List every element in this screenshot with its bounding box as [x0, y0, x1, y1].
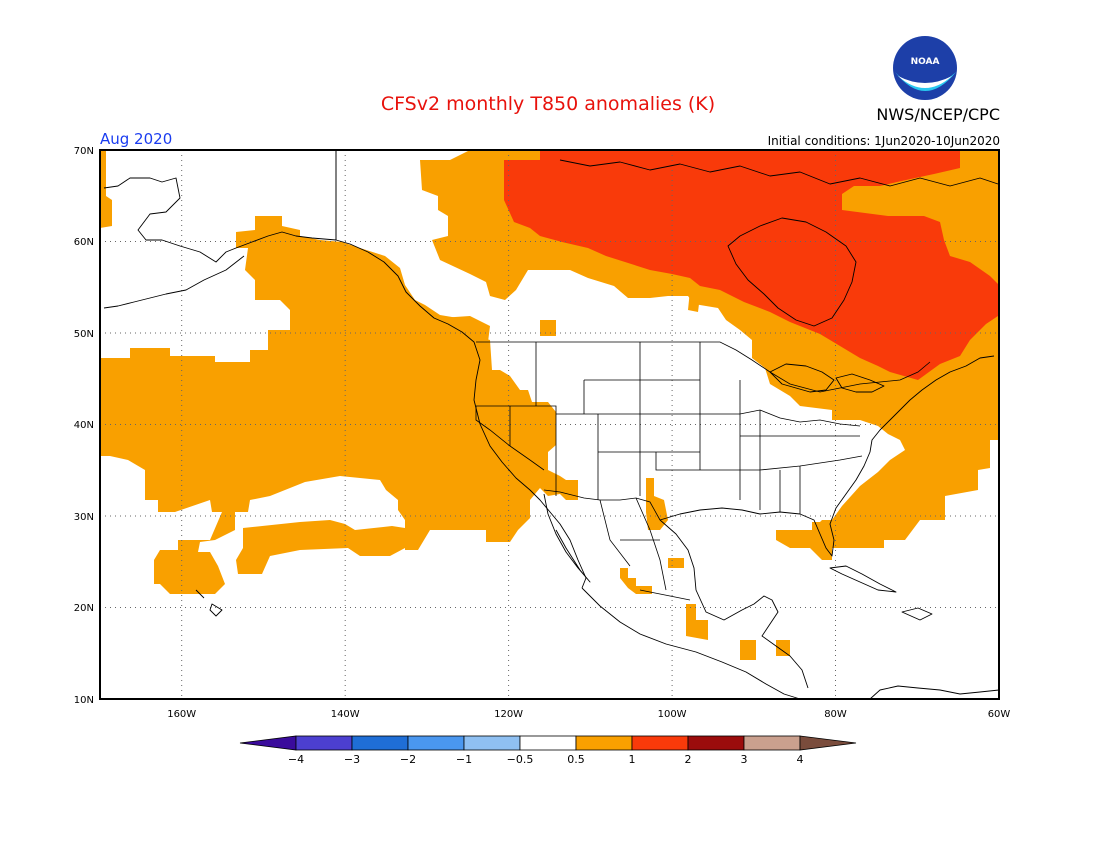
- coastline-arctic: [559, 159, 999, 187]
- orange-region-central-america: [740, 640, 756, 660]
- orange-region-bc-coast: [440, 316, 490, 342]
- lat-label-50n: 50N: [74, 329, 94, 340]
- colorbar-swatch: [687, 735, 745, 751]
- coastline-hawaii: [195, 589, 223, 617]
- colorbar-swatch: [743, 735, 801, 751]
- coastline-hudson-bay: [727, 217, 857, 327]
- lon-label-140w: 140W: [331, 709, 360, 720]
- coastline-hispaniola: [901, 607, 933, 621]
- colorbar-swatch: [631, 735, 689, 751]
- mexico-state-lines: [599, 497, 691, 601]
- orange-region-mexico-c: [686, 604, 708, 640]
- orange-region-mexico-a: [668, 558, 684, 568]
- lat-label-10n: 10N: [74, 695, 94, 706]
- lon-label-80w: 80W: [824, 709, 847, 720]
- colorbar-tick-label: −0.5: [507, 753, 534, 766]
- colorbar-arrow-max: [799, 735, 857, 751]
- coastline-cuba: [829, 565, 897, 593]
- colorbar-swatch: [575, 735, 633, 751]
- coastline-us-gulf: [659, 355, 995, 557]
- orange-region-great-lakes: [688, 290, 700, 312]
- lat-label-40n: 40N: [74, 420, 94, 431]
- colorbar-tick-label: 0.5: [567, 753, 585, 766]
- agency-label: NWS/NCEP/CPC: [876, 105, 1000, 124]
- orange-region-central-america-b: [776, 640, 790, 656]
- coastline-mexico: [581, 587, 801, 700]
- red-region-canada: [504, 150, 998, 380]
- orange-region-mexico-b: [620, 568, 652, 594]
- valid-month-label: Aug 2020: [100, 130, 172, 148]
- orange-region-montana: [540, 320, 556, 336]
- colorbar-tick-label: 4: [797, 753, 804, 766]
- colorbar-tick-label: −1: [456, 753, 472, 766]
- us-state-lines: [475, 342, 863, 514]
- map-title: CFSv2 monthly T850 anomalies (K): [381, 93, 715, 115]
- lat-label-60n: 60N: [74, 237, 94, 248]
- orange-region-texas: [646, 478, 668, 530]
- border-us-mexico: [543, 489, 661, 521]
- orange-region-pacific: [100, 216, 578, 594]
- colorbar-swatch: [295, 735, 353, 751]
- lat-label-30n: 30N: [74, 512, 94, 523]
- latitude-labels: 70N 60N 50N 40N 30N 20N 10N: [74, 146, 94, 706]
- orange-region-northwest-coast: [100, 150, 112, 228]
- colorbar-arrow-min: [239, 735, 297, 751]
- coastline-baja: [543, 493, 591, 583]
- border-us-canada: [476, 341, 931, 393]
- map-panel: [99, 149, 1000, 700]
- colorbar-swatch: [407, 735, 465, 751]
- map-frame: [99, 149, 1000, 700]
- colorbar-tick-label: 3: [741, 753, 748, 766]
- lon-label-160w: 160W: [167, 709, 196, 720]
- colorbar-tick-label: −3: [344, 753, 360, 766]
- colorbar: −4 −3 −2 −1 −0.5 0.5 1 2 3 4: [239, 735, 857, 766]
- noaa-logo-text: NOAA: [911, 57, 940, 67]
- colorbar-swatch: [519, 735, 577, 751]
- coastline-south-america: [869, 685, 1000, 700]
- orange-region-pacific-south: [236, 520, 405, 574]
- coastline-bc: [335, 239, 587, 589]
- initial-conditions-label: Initial conditions: 1Jun2020-10Jun2020: [768, 134, 1000, 148]
- colorbar-tick-label: 1: [629, 753, 636, 766]
- coastline-aleutians: [103, 255, 245, 309]
- noaa-logo: NOAA: [893, 36, 957, 100]
- colorbar-swatch: [351, 735, 409, 751]
- lon-label-100w: 100W: [658, 709, 687, 720]
- orange-region-florida: [812, 522, 832, 548]
- lon-label-60w: 60W: [988, 709, 1011, 720]
- anomaly-shading-red: [504, 150, 998, 380]
- lon-label-120w: 120W: [494, 709, 523, 720]
- longitude-labels: 160W 140W 120W 100W 80W 60W: [167, 709, 1010, 720]
- colorbar-tick-label: −2: [400, 753, 416, 766]
- political-borders: [335, 150, 931, 601]
- coastline-great-lakes: [769, 363, 885, 393]
- coastlines: [103, 150, 1000, 700]
- colorbar-tick-label: −4: [288, 753, 304, 766]
- coastline-alaska: [103, 150, 337, 263]
- lat-label-20n: 20N: [74, 603, 94, 614]
- coastline-gulf: [659, 519, 809, 689]
- colorbar-tick-label: 2: [685, 753, 692, 766]
- colorbar-swatch: [463, 735, 521, 751]
- lat-label-70n: 70N: [74, 146, 94, 157]
